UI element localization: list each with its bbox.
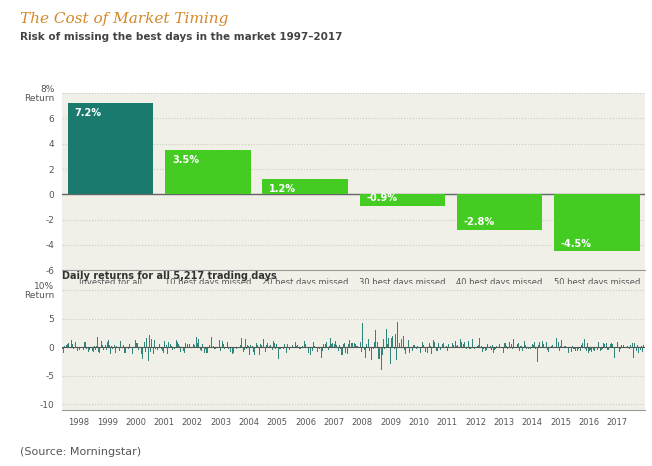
Bar — [554, 194, 640, 251]
Text: Risk of missing the best days in the market 1997–2017: Risk of missing the best days in the mar… — [20, 32, 342, 41]
Bar — [457, 194, 542, 230]
Bar — [68, 103, 153, 194]
Text: -0.9%: -0.9% — [366, 193, 397, 203]
Text: (Source: Morningstar): (Source: Morningstar) — [20, 447, 141, 457]
Bar — [359, 194, 445, 206]
Text: The Cost of Market Timing: The Cost of Market Timing — [20, 12, 228, 26]
Text: -2.8%: -2.8% — [464, 217, 495, 227]
Bar — [262, 179, 348, 194]
Text: -4.5%: -4.5% — [561, 239, 592, 249]
Text: Daily returns for all 5,217 trading days: Daily returns for all 5,217 trading days — [62, 271, 276, 281]
Text: 3.5%: 3.5% — [172, 155, 199, 164]
Text: 1.2%: 1.2% — [269, 184, 296, 194]
Bar — [165, 150, 250, 194]
Text: 7.2%: 7.2% — [74, 108, 102, 118]
